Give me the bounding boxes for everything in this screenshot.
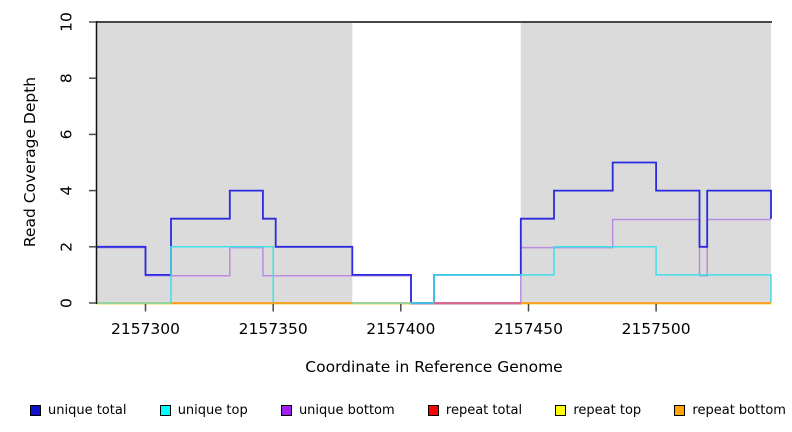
legend-swatch-unique-top	[159, 404, 171, 416]
legend-item-unique-total: unique total	[30, 403, 126, 418]
series-line-unique-top	[97, 246, 772, 304]
legend-label: unique bottom	[298, 402, 395, 418]
legend-label: repeat bottom	[692, 402, 786, 418]
legend-label: unique total	[48, 402, 127, 418]
y-axis-label: Read Coverage Depth	[21, 76, 39, 248]
legend-swatch-unique-total	[30, 404, 41, 416]
legend-swatch-unique-bottom	[280, 404, 292, 416]
legend: unique total unique top unique bottom repea…	[30, 399, 786, 421]
legend-item-unique-top: unique top	[159, 402, 248, 418]
legend-label: unique top	[177, 402, 248, 418]
y-tick-label: 4	[58, 186, 76, 196]
legend-item-repeat-bottom: repeat bottom	[674, 403, 786, 418]
legend-item-repeat-total: repeat total	[427, 402, 523, 418]
shaded-region	[97, 22, 353, 303]
x-tick-label: 2157350	[239, 320, 308, 338]
legend-item-repeat-top: repeat top	[555, 403, 641, 418]
y-tick-label: 8	[58, 73, 76, 83]
x-tick-label: 2157450	[494, 320, 563, 338]
x-tick-label: 2157500	[622, 320, 691, 338]
legend-label: repeat top	[573, 402, 642, 418]
legend-swatch-repeat-total	[427, 404, 439, 416]
legend-swatch-repeat-top	[555, 404, 567, 416]
x-axis-label: Coordinate in Reference Genome	[305, 358, 563, 376]
x-tick-label: 2157300	[111, 320, 180, 338]
legend-label: repeat total	[445, 402, 523, 418]
x-tick-label: 2157400	[366, 320, 435, 338]
y-tick-label: 6	[58, 129, 76, 139]
y-tick-label: 2	[58, 242, 76, 252]
legend-item-unique-bottom: unique bottom	[280, 402, 395, 418]
y-tick-label: 0	[58, 298, 76, 308]
y-tick-label: 10	[58, 12, 76, 32]
legend-swatch-repeat-bottom	[674, 404, 686, 416]
